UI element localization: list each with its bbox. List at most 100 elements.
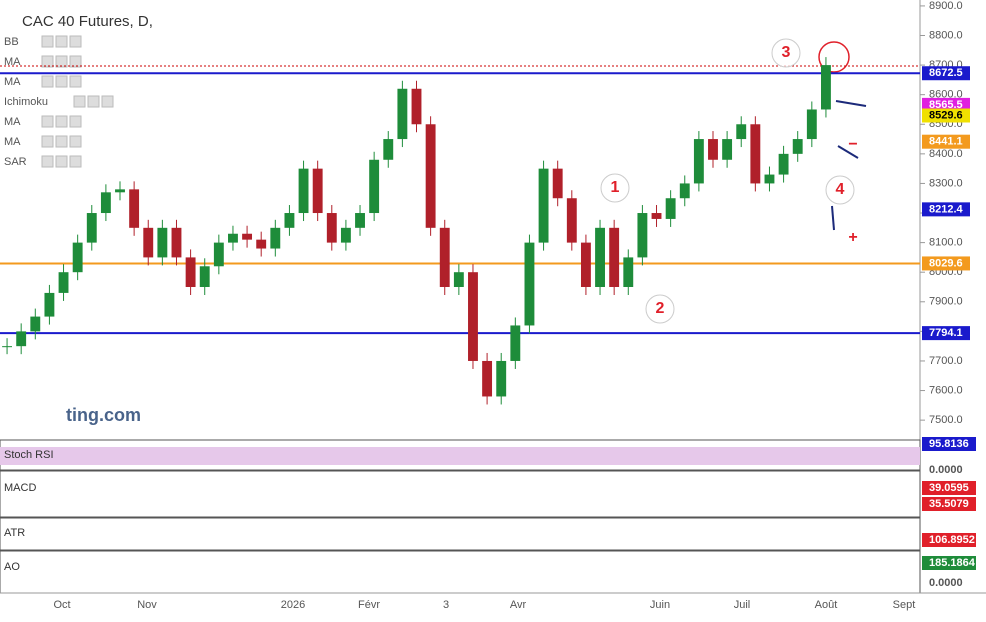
candle-body <box>764 174 775 184</box>
candle-body <box>242 233 253 240</box>
indicator-button[interactable] <box>73 95 86 108</box>
pane-label[interactable]: AO <box>4 561 20 573</box>
pane-value-tag <box>922 556 976 570</box>
indicator-button[interactable] <box>101 95 114 108</box>
arrow <box>835 100 867 107</box>
candle-body <box>609 227 620 287</box>
y-tick-label: 8100.0 <box>929 237 963 249</box>
candle-body <box>383 139 394 160</box>
y-tick-label: 7500.0 <box>929 414 963 426</box>
pane-value-tag <box>922 437 976 451</box>
candle-body <box>595 227 605 287</box>
y-tick-label: 8300.0 <box>929 177 963 189</box>
y-tick-label: 7700.0 <box>929 355 963 367</box>
indicator-label[interactable]: MA <box>4 56 21 68</box>
candle-body <box>44 292 55 317</box>
stoch-band <box>0 447 920 465</box>
x-tick-label: Nov <box>137 599 157 611</box>
indicator-button[interactable] <box>55 55 68 68</box>
candle-body <box>256 239 267 249</box>
candle-body <box>115 189 125 193</box>
annotation: 3 <box>782 44 791 61</box>
y-tick-label: 8800.0 <box>929 29 963 41</box>
indicator-button[interactable] <box>55 135 68 148</box>
indicator-button[interactable] <box>41 35 54 48</box>
candle-body <box>312 168 323 214</box>
indicator-button[interactable] <box>87 95 100 108</box>
annotation: + <box>848 229 857 246</box>
indicator-button[interactable] <box>69 115 82 128</box>
y-tick-label: 7600.0 <box>929 384 963 396</box>
candle-body <box>157 227 168 258</box>
pane-value-label: 106.8952 <box>929 534 975 546</box>
indicator-button[interactable] <box>55 35 68 48</box>
indicator-button[interactable] <box>69 35 82 48</box>
candle-body <box>820 65 831 110</box>
candle-body <box>708 139 718 160</box>
pane-label[interactable]: Stoch RSI <box>4 449 54 461</box>
candle-body <box>129 189 140 228</box>
level-label: 8212.4 <box>929 203 964 215</box>
candle-body <box>468 272 478 361</box>
candle-body <box>16 331 27 347</box>
candle-body <box>538 168 549 243</box>
candle-body <box>524 242 535 326</box>
indicator-label[interactable]: MA <box>4 116 21 128</box>
candle-body <box>100 192 111 214</box>
candle-body <box>679 183 690 199</box>
candle-body <box>722 139 733 160</box>
indicator-label[interactable]: MA <box>4 136 21 148</box>
pane-value-label: 39.0595 <box>929 482 969 494</box>
y-tick-label: 8600.0 <box>929 89 963 101</box>
pane-value-tag <box>922 481 976 495</box>
indicator-label[interactable]: Ichimoku <box>4 96 48 108</box>
candle-body <box>623 257 634 287</box>
x-tick-label: 2026 <box>281 599 305 611</box>
level-tag <box>922 202 970 217</box>
indicator-button[interactable] <box>41 115 54 128</box>
indicator-button[interactable] <box>69 75 82 88</box>
indicator-button[interactable] <box>41 55 54 68</box>
indicator-button[interactable] <box>55 115 68 128</box>
level-tag <box>922 108 970 123</box>
candle-body <box>326 213 337 243</box>
annotation-circle <box>645 294 675 324</box>
candle-body <box>284 213 295 228</box>
indicator-button[interactable] <box>69 155 82 168</box>
indicator-button[interactable] <box>41 135 54 148</box>
candle-body <box>510 325 521 361</box>
indicator-button[interactable] <box>41 155 54 168</box>
level-tag <box>922 256 970 271</box>
pane-label[interactable]: ATR <box>4 527 25 539</box>
candle-body <box>482 360 493 397</box>
y-tick-label: 7900.0 <box>929 296 963 308</box>
x-tick-label: 3 <box>443 599 449 611</box>
annotation: 1 <box>611 179 620 196</box>
candle-body <box>340 227 351 243</box>
pane-label[interactable]: MACD <box>4 482 36 494</box>
candle-body <box>806 109 817 140</box>
indicator-button[interactable] <box>55 155 68 168</box>
atr-pane <box>0 517 921 551</box>
annotation-circle <box>825 175 855 205</box>
macd-pane <box>0 470 921 518</box>
indicator-button[interactable] <box>55 75 68 88</box>
level-tag <box>922 134 970 149</box>
x-tick-label: Juin <box>650 599 670 611</box>
watermark: ting.com <box>66 405 141 425</box>
indicator-label[interactable]: MA <box>4 76 21 88</box>
indicator-button[interactable] <box>41 75 54 88</box>
chart-title[interactable]: CAC 40 Futures, D, <box>22 13 153 30</box>
candle-body <box>185 257 196 287</box>
indicator-button[interactable] <box>69 55 82 68</box>
candle-body <box>665 198 676 219</box>
level-label: 7794.1 <box>929 327 963 339</box>
x-tick-label: Févr <box>358 599 380 611</box>
candle-body <box>580 242 591 287</box>
candle-body <box>425 124 436 228</box>
indicator-button[interactable] <box>69 135 82 148</box>
indicator-label[interactable]: BB <box>4 36 19 48</box>
indicator-label[interactable]: SAR <box>4 156 27 168</box>
candle-body <box>369 159 380 214</box>
annotation: 4 <box>836 181 845 198</box>
